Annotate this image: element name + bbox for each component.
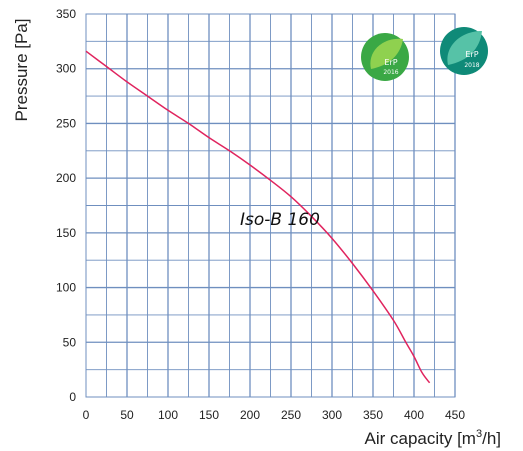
y-tick-labels: 0 50 100 150 200 250 300 350 — [56, 7, 76, 404]
x-axis-title: Air capacity [m3/h] — [364, 428, 501, 448]
badge-2018-top: ErP — [465, 50, 478, 59]
x-tick-label: 250 — [281, 408, 301, 422]
y-tick-label: 150 — [56, 226, 76, 240]
x-tick-label: 450 — [445, 408, 465, 422]
minor-grid — [86, 14, 455, 397]
badge-2016-year: 2016 — [383, 69, 398, 76]
leaf-icon — [447, 31, 482, 65]
y-tick-label: 350 — [56, 7, 76, 21]
x-tick-labels: 0 50 100 150 200 250 300 350 400 450 — [83, 408, 466, 422]
plot-frame — [85, 13, 456, 398]
x-axis-title-end: /h] — [482, 429, 501, 448]
x-axis-title-sup: 3 — [476, 428, 482, 440]
curve-label: Iso-B 160 — [240, 210, 320, 230]
erp-2016-badge: ErP 2016 — [361, 33, 409, 81]
y-tick-label: 100 — [56, 281, 76, 295]
x-tick-label: 100 — [158, 408, 178, 422]
series-line-iso-b-160 — [85, 50, 431, 384]
y-tick-label: 250 — [56, 116, 76, 130]
y-tick-label: 0 — [69, 390, 76, 404]
y-tick-label: 300 — [56, 62, 76, 76]
y-tick-label: 50 — [63, 335, 77, 349]
x-tick-label: 200 — [240, 408, 260, 422]
x-tick-label: 300 — [322, 408, 342, 422]
x-tick-label: 150 — [199, 408, 219, 422]
y-tick-label: 200 — [56, 171, 76, 185]
x-axis-title-main: Air capacity [m — [364, 429, 475, 448]
x-tick-label: 350 — [363, 408, 383, 422]
leaf-icon — [370, 38, 403, 69]
x-tick-label: 50 — [120, 408, 134, 422]
x-tick-label: 0 — [83, 408, 90, 422]
erp-2018-badge: ErP 2018 — [440, 27, 488, 75]
x-tick-label: 400 — [404, 408, 424, 422]
badge-2016-top: ErP — [384, 58, 397, 67]
y-axis-title: Pressure [Pa] — [12, 19, 31, 122]
badge-2018-year: 2018 — [464, 62, 479, 69]
